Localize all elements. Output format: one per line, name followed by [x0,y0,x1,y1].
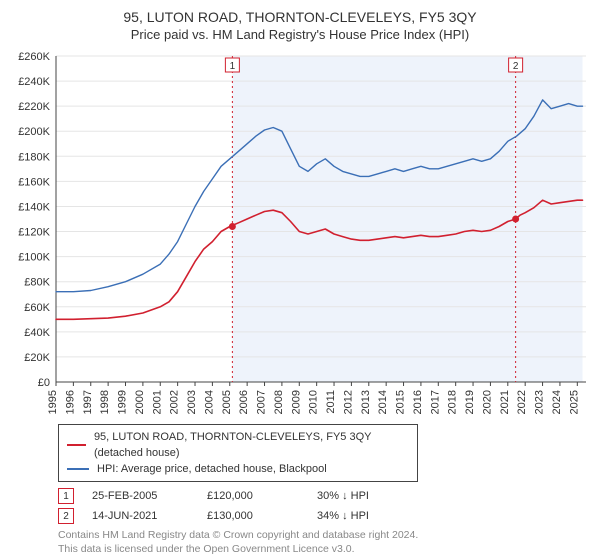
footnote-line: This data is licensed under the Open Gov… [58,542,590,556]
y-tick-label: £40K [24,327,50,339]
x-tick-label: 2013 [360,390,372,414]
legend: 95, LUTON ROAD, THORNTON-CLEVELEYS, FY5 … [58,424,418,482]
chart-shaded-region [232,56,582,382]
page-subtitle: Price paid vs. HM Land Registry's House … [10,26,590,44]
x-tick-label: 2004 [203,390,215,414]
footnote: Contains HM Land Registry data © Crown c… [58,528,590,556]
x-tick-label: 2009 [290,390,302,414]
legend-item: HPI: Average price, detached house, Blac… [67,461,409,477]
x-tick-label: 2018 [447,390,459,414]
x-tick-label: 2011 [325,390,337,414]
y-tick-label: £160K [18,176,50,188]
transaction-date: 25-FEB-2005 [92,490,207,502]
legend-label: 95, LUTON ROAD, THORNTON-CLEVELEYS, FY5 … [94,429,409,461]
x-tick-label: 2017 [429,390,441,414]
x-tick-label: 1998 [99,390,111,414]
x-tick-label: 2000 [134,390,146,414]
x-tick-label: 2019 [464,390,476,414]
x-tick-label: 2024 [551,390,563,414]
legend-item: 95, LUTON ROAD, THORNTON-CLEVELEYS, FY5 … [67,429,409,461]
y-tick-label: £180K [18,151,50,163]
y-tick-label: £60K [24,302,50,314]
transaction-list: 1 25-FEB-2005£120,00030% ↓ HPI 2 14-JUN-202… [58,488,590,524]
y-tick-label: £220K [18,101,50,113]
x-tick-label: 1995 [47,390,59,414]
x-tick-label: 2015 [395,390,407,414]
chart-svg: £0 £20K £40K £60K £80K £100K £120K £140K £160K £1… [10,50,590,420]
x-tick-label: 2014 [377,390,389,414]
x-tick-label: 2003 [186,390,198,414]
x-tick-label: 2021 [499,390,511,414]
legend-label: HPI: Average price, detached house, Blac… [97,461,327,477]
x-tick-label: 2006 [238,390,250,414]
x-tick-label: 2005 [221,390,233,414]
y-tick-label: £140K [18,201,50,213]
x-tick-label: 2007 [256,390,268,414]
marker-label-text: 1 [230,61,236,72]
y-tick-label: £80K [24,277,50,289]
x-tick-label: 2023 [534,390,546,414]
y-tick-label: £120K [18,227,50,239]
x-tick-label: 2002 [169,390,181,414]
page-title: 95, LUTON ROAD, THORNTON-CLEVELEYS, FY5 … [10,8,590,26]
transaction-price: £130,000 [207,510,317,522]
footnote-line: Contains HM Land Registry data © Crown c… [58,528,590,542]
x-tick-label: 2020 [481,390,493,414]
y-tick-label: £20K [24,352,50,364]
transaction-marker: 2 [58,508,74,524]
transaction-marker: 1 [58,488,74,504]
x-tick-label: 1997 [82,390,94,414]
legend-swatch [67,468,89,470]
x-tick-label: 2022 [516,390,528,414]
marker-dot [229,223,236,230]
transaction-delta: 30% ↓ HPI [317,490,447,502]
legend-swatch [67,444,86,446]
marker-label-text: 2 [513,61,519,72]
marker-dot [512,216,519,223]
y-tick-label: £260K [18,51,50,63]
x-tick-label: 2010 [308,390,320,414]
y-tick-label: £200K [18,126,50,138]
x-tick-label: 2016 [412,390,424,414]
transaction-delta: 34% ↓ HPI [317,510,447,522]
y-tick-label: £0 [38,377,50,389]
transaction-date: 14-JUN-2021 [92,510,207,522]
transaction-row: 2 14-JUN-2021£130,00034% ↓ HPI [58,508,590,524]
y-tick-label: £100K [18,252,50,264]
x-tick-label: 2001 [151,390,163,414]
x-tick-label: 2008 [273,390,285,414]
transaction-price: £120,000 [207,490,317,502]
y-tick-label: £240K [18,76,50,88]
transaction-row: 1 25-FEB-2005£120,00030% ↓ HPI [58,488,590,504]
price-chart: £0 £20K £40K £60K £80K £100K £120K £140K £160K £1… [10,50,590,420]
x-tick-label: 1999 [117,390,129,414]
x-tick-label: 1996 [64,390,76,414]
x-tick-label: 2025 [568,390,580,414]
x-tick-label: 2012 [342,390,354,414]
